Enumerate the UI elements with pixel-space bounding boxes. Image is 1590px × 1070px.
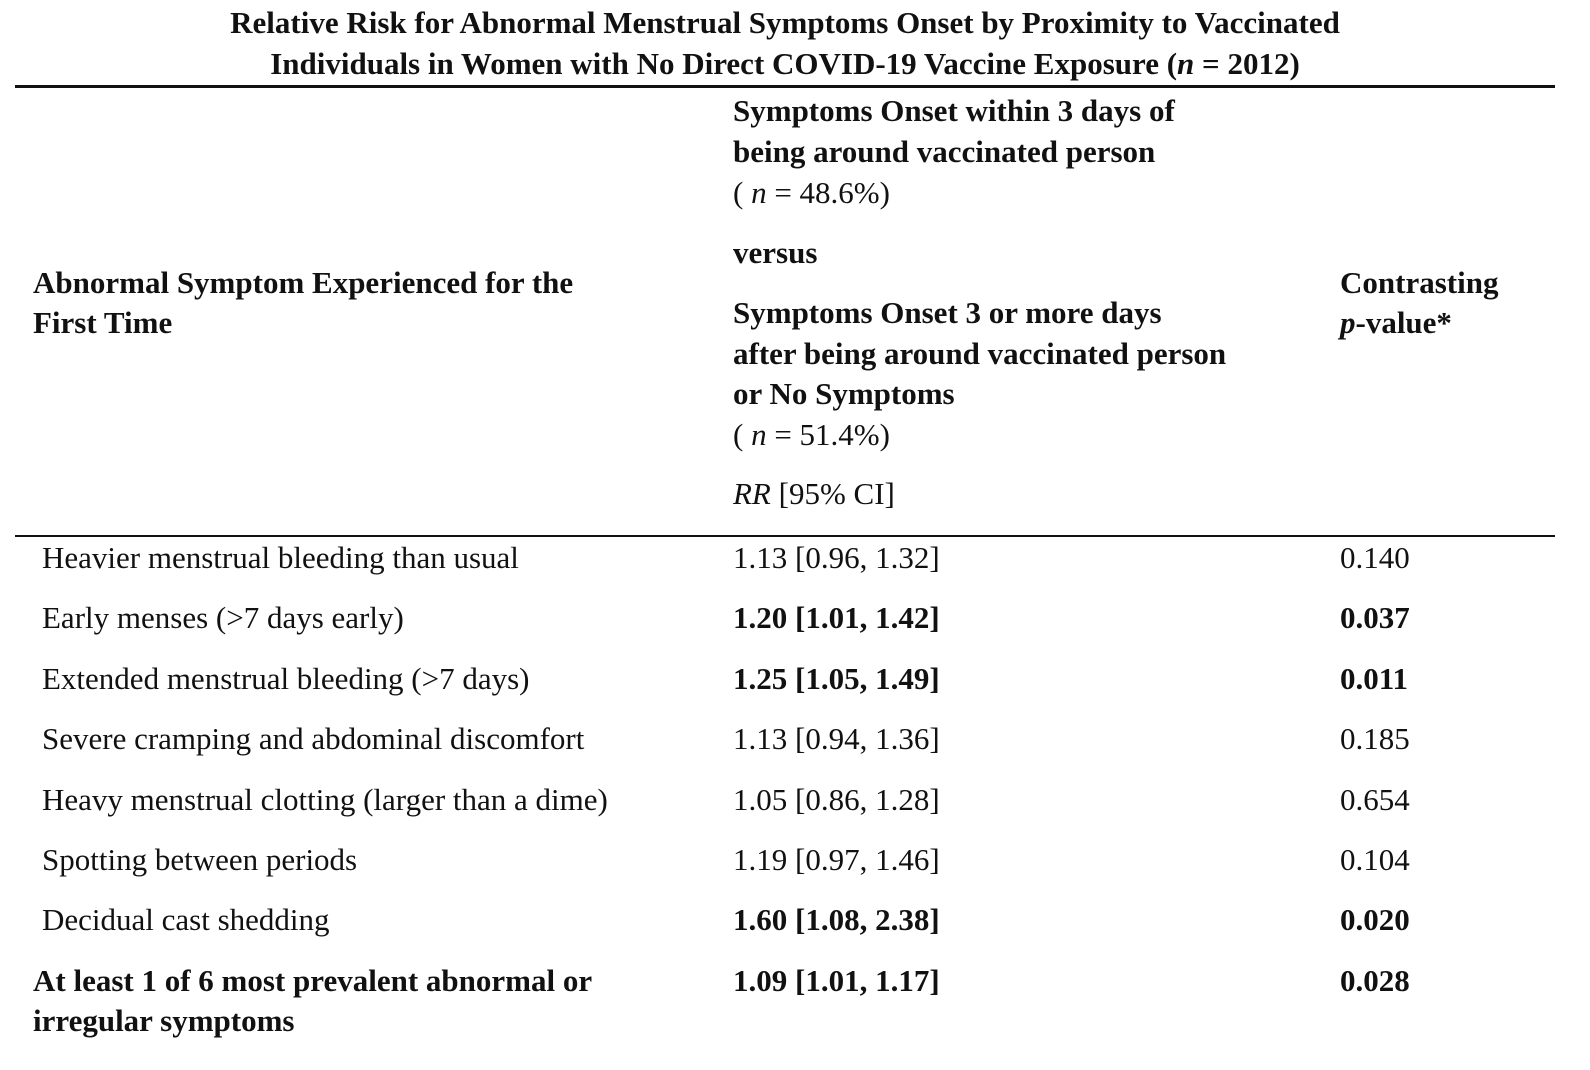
- row-symptom: Heavier menstrual bleeding than usual: [42, 540, 519, 575]
- summary-row-label-line2: irregular symptoms: [33, 1003, 295, 1038]
- header-group2-line2: after being around vaccinated person: [733, 336, 1227, 371]
- top-rule: [15, 85, 1555, 88]
- header-col1-line1: Abnormal Symptom Experienced for the: [33, 265, 574, 300]
- row-symptom: Early menses (>7 days early): [42, 600, 404, 636]
- header-group1-line1: Symptoms Onset within 3 days of: [733, 93, 1175, 128]
- header-col3-line1: Contrasting: [1340, 265, 1499, 300]
- row-rr: 1.20 [1.01, 1.42]: [733, 600, 940, 636]
- row-p: 0.037: [1340, 600, 1410, 636]
- title-text: Individuals in Women with No Direct COVI…: [270, 46, 1178, 81]
- row-p: 0.185: [1340, 721, 1410, 757]
- summary-row-label-line1: At least 1 of 6 most prevalent abnormal …: [33, 963, 593, 998]
- row-p: 0.654: [1340, 781, 1410, 817]
- header-measure: RR [95% CI]: [733, 476, 895, 511]
- header-group1-n: ( n = 48.6%): [733, 175, 890, 210]
- header-rule: [15, 535, 1555, 537]
- summary-row-rr: 1.09 [1.01, 1.17]: [733, 963, 940, 998]
- summary-row-p: 0.028: [1340, 963, 1410, 998]
- header-versus: versus: [733, 235, 818, 270]
- header-col3-line2: p-value*: [1340, 305, 1452, 340]
- header-group2-n: ( n = 51.4%): [733, 417, 890, 452]
- row-rr: 1.13 [0.96, 1.32]: [733, 540, 940, 575]
- title-n: n: [1177, 46, 1195, 81]
- row-p: 0.104: [1340, 842, 1410, 877]
- row-p: 0.020: [1340, 902, 1410, 938]
- row-rr: 1.60 [1.08, 2.38]: [733, 902, 940, 938]
- row-rr: 1.13 [0.94, 1.36]: [733, 721, 940, 757]
- table-title-line2: Individuals in Women with No Direct COVI…: [0, 43, 1570, 84]
- row-symptom: Decidual cast shedding: [42, 902, 330, 938]
- row-rr: 1.19 [0.97, 1.46]: [733, 842, 940, 877]
- row-symptom: Spotting between periods: [42, 842, 358, 877]
- header-group2-line1: Symptoms Onset 3 or more days: [733, 295, 1162, 330]
- row-symptom: Extended menstrual bleeding (>7 days): [42, 660, 530, 696]
- title-count: = 2012): [1194, 46, 1300, 81]
- header-col1-line2: First Time: [33, 305, 173, 340]
- header-group2-line3: or No Symptoms: [733, 376, 955, 411]
- row-p: 0.140: [1340, 540, 1410, 575]
- row-symptom: Severe cramping and abdominal discomfort: [42, 721, 585, 757]
- table-title-line1: Relative Risk for Abnormal Menstrual Sym…: [230, 5, 1340, 40]
- header-group1-line2: being around vaccinated person: [733, 134, 1156, 169]
- row-rr: 1.25 [1.05, 1.49]: [733, 660, 940, 696]
- row-p: 0.011: [1340, 660, 1409, 696]
- row-symptom: Heavy menstrual clotting (larger than a …: [42, 781, 608, 817]
- row-rr: 1.05 [0.86, 1.28]: [733, 781, 940, 817]
